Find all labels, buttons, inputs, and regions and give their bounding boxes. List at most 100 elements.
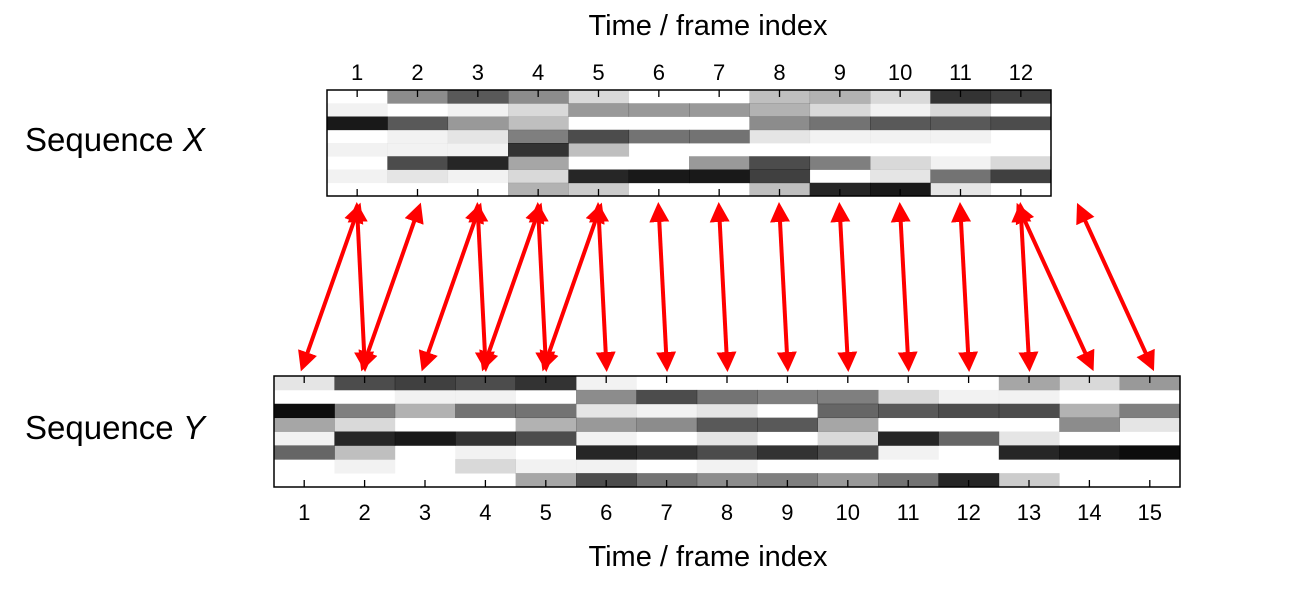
sequence-x-cell — [628, 169, 690, 184]
sequence-x-frame — [326, 89, 1052, 197]
sequence-x-tick-label: 1 — [351, 60, 363, 85]
alignment-arrow — [890, 202, 918, 372]
sequence-x-cell — [508, 143, 569, 157]
sequence-y-cell — [455, 376, 516, 391]
sequence-y-tick-label: 2 — [358, 500, 370, 525]
sequence-y-cell — [394, 376, 456, 391]
sequence-y-cell — [515, 431, 577, 446]
sequence-y-cell — [817, 389, 879, 405]
sequence-y-cell — [334, 459, 396, 474]
sequence-y-cell — [636, 445, 698, 460]
sequence-y-tick-label: 1 — [298, 500, 310, 525]
sequence-y-cell — [878, 403, 939, 419]
sequence-y-cell — [334, 417, 396, 432]
sequence-y-cell — [515, 417, 577, 432]
sequence-x-tick-label: 3 — [472, 60, 484, 85]
sequence-x-cell — [508, 103, 569, 117]
sequence-x-cell — [628, 129, 690, 144]
sequence-y-tick-label: 7 — [660, 500, 672, 525]
sequence-x-cell — [387, 116, 449, 131]
sequence-x-cell — [447, 169, 509, 184]
bottom-axis-title: Time / frame index — [588, 541, 828, 573]
sequence-x-cell — [628, 103, 690, 117]
sequence-x-cell — [387, 143, 449, 157]
alignment-arrow — [1015, 202, 1095, 372]
sequence-y-cell — [274, 417, 335, 432]
sequence-x-cell — [809, 116, 871, 131]
sequence-x-tick-label: 8 — [773, 60, 785, 85]
sequence-y-cell — [455, 389, 516, 405]
sequence-y-cell — [515, 376, 577, 391]
sequence-y-tick-label: 5 — [540, 500, 552, 525]
sequence-y-cell — [998, 376, 1060, 391]
sequence-y-cell — [394, 403, 456, 419]
alignment-arrow — [358, 202, 424, 372]
sequence-y-tick-label: 13 — [1017, 500, 1041, 525]
sequence-y-cell — [817, 403, 879, 419]
sequence-y-label: Sequence Y — [25, 409, 205, 447]
alignment-arrow — [479, 202, 545, 372]
sequence-y-cell — [394, 389, 456, 405]
sequence-x-heatmap — [326, 89, 1052, 197]
sequence-y-cell — [696, 417, 758, 432]
sequence-y-tick-label: 9 — [781, 500, 793, 525]
sequence-y-cell — [998, 403, 1060, 419]
sequence-y-tick-label: 10 — [836, 500, 860, 525]
sequence-x-cell — [447, 143, 509, 157]
sequence-x-cell — [327, 116, 388, 131]
sequence-y-tick-label: 12 — [956, 500, 980, 525]
sequence-x-tick-label: 11 — [949, 60, 972, 85]
alignment-arrow — [951, 202, 979, 372]
alignment-arrow — [418, 202, 484, 372]
sequence-y-cell — [576, 459, 637, 474]
sequence-x-tick-label: 10 — [888, 60, 912, 85]
sequence-x-cell — [447, 116, 509, 131]
sequence-x-cell — [990, 116, 1052, 131]
sequence-y-cell — [998, 389, 1060, 405]
sequence-x-cell — [447, 156, 509, 170]
sequence-x-cell — [387, 169, 449, 184]
sequence-x-tick-label: 4 — [532, 60, 544, 85]
sequence-y-cell — [576, 431, 637, 446]
sequence-x-tick-label: 12 — [1009, 60, 1033, 85]
sequence-x-cell — [447, 103, 509, 117]
sequence-x-cell — [327, 143, 388, 157]
sequence-y-cell — [515, 459, 577, 474]
sequence-x-cell — [870, 169, 931, 184]
sequence-y-cell — [938, 389, 1000, 405]
sequence-y-cell — [696, 431, 758, 446]
sequence-y-cell — [1119, 445, 1181, 460]
sequence-x-cell — [930, 103, 992, 117]
sequence-x-cell — [568, 143, 630, 157]
sequence-y-cell — [696, 403, 758, 419]
sequence-y-cell — [1059, 417, 1120, 432]
sequence-x-cell — [749, 129, 811, 144]
sequence-x-label-var: X — [182, 121, 205, 158]
sequence-y-cell — [576, 389, 637, 405]
sequence-x-cell — [568, 103, 630, 117]
sequence-x-tick-label: 5 — [592, 60, 604, 85]
sequence-y-cell — [515, 403, 577, 419]
sequence-y-cell — [998, 445, 1060, 460]
sequence-x-tick-label: 9 — [834, 60, 846, 85]
sequence-y-cell — [878, 445, 939, 460]
sequence-y-cell — [696, 459, 758, 474]
sequence-y-cell — [576, 376, 637, 391]
alignment-arrows — [298, 202, 1155, 372]
sequence-y-tick-label: 15 — [1138, 500, 1162, 525]
alignment-arrow — [649, 202, 677, 372]
sequence-y-cell — [636, 389, 698, 405]
sequence-y-tick-label: 11 — [897, 500, 920, 525]
sequence-x-label: Sequence X — [25, 121, 205, 159]
sequence-x-cell — [930, 169, 992, 184]
sequence-x-cell — [689, 103, 750, 117]
sequence-x-cell — [809, 103, 871, 117]
sequence-x-ticks: 1 2 3 4 5 6 7 8 9 10 11 12 — [351, 60, 1033, 196]
sequence-y-cell — [817, 445, 879, 460]
sequence-x-cell — [387, 156, 449, 170]
sequence-y-cell — [636, 403, 698, 419]
sequence-y-cell — [576, 417, 637, 432]
sequence-x-tick-label: 6 — [653, 60, 665, 85]
sequence-x-cell — [870, 129, 931, 144]
